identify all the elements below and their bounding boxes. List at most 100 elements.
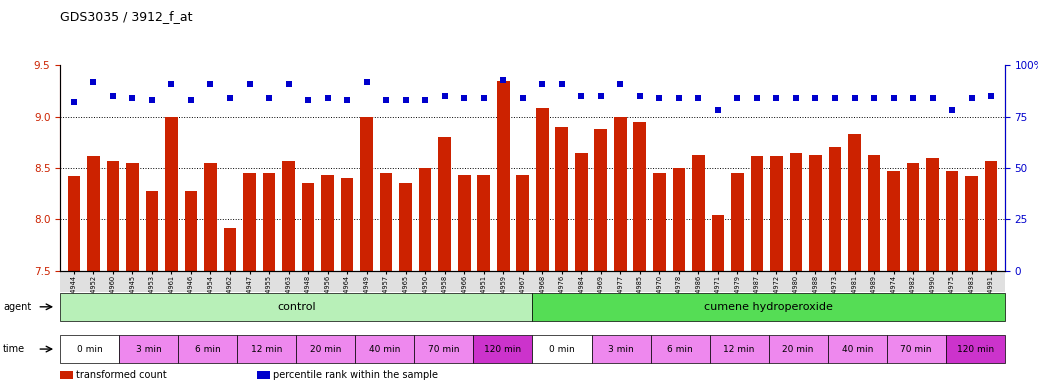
Bar [965, 176, 978, 271]
Point [222, 95, 239, 101]
Point [358, 79, 375, 85]
Text: 6 min: 6 min [195, 344, 221, 354]
Point [846, 95, 863, 101]
Bar [828, 147, 842, 271]
Point [398, 97, 414, 103]
Point [690, 95, 707, 101]
Bar [536, 108, 549, 271]
Bar [340, 178, 353, 271]
Bar [516, 175, 529, 271]
Bar [633, 122, 647, 271]
Bar [107, 161, 119, 271]
Text: 70 min: 70 min [429, 344, 460, 354]
Bar [595, 129, 607, 271]
Point [515, 95, 531, 101]
Text: 12 min: 12 min [723, 344, 755, 354]
Point [495, 76, 512, 83]
Bar [848, 134, 861, 271]
Text: 70 min: 70 min [901, 344, 932, 354]
Text: 3 min: 3 min [136, 344, 162, 354]
Bar [653, 173, 665, 271]
Bar [946, 171, 958, 271]
Point [241, 81, 257, 87]
Point [631, 93, 648, 99]
Text: 40 min: 40 min [842, 344, 873, 354]
Point [885, 95, 902, 101]
Bar [302, 184, 315, 271]
Text: control: control [277, 302, 316, 312]
Point [280, 81, 297, 87]
Point [143, 97, 160, 103]
Bar [575, 152, 588, 271]
Point [671, 95, 687, 101]
Bar [907, 163, 920, 271]
Point [475, 95, 492, 101]
Point [944, 108, 960, 114]
Bar [497, 81, 510, 271]
Point [593, 93, 609, 99]
Point [866, 95, 882, 101]
Bar [165, 117, 177, 271]
Bar [185, 190, 197, 271]
Point [300, 97, 317, 103]
Text: 120 min: 120 min [957, 344, 993, 354]
Point [456, 95, 472, 101]
Point [748, 95, 765, 101]
Point [905, 95, 922, 101]
Point [983, 93, 1000, 99]
Point [963, 95, 980, 101]
Point [826, 95, 843, 101]
Bar [400, 184, 412, 271]
Bar [321, 175, 334, 271]
Point [163, 81, 180, 87]
Point [378, 97, 394, 103]
Text: 120 min: 120 min [485, 344, 521, 354]
Bar [458, 175, 470, 271]
Bar [985, 161, 998, 271]
Point [261, 95, 277, 101]
Bar [418, 168, 432, 271]
Point [573, 93, 590, 99]
Bar [613, 117, 627, 271]
Bar [87, 156, 100, 271]
Bar [887, 171, 900, 271]
Text: 3 min: 3 min [608, 344, 634, 354]
Bar [731, 173, 744, 271]
Bar [790, 152, 802, 271]
Bar [67, 176, 80, 271]
Text: 20 min: 20 min [783, 344, 814, 354]
Point [183, 97, 199, 103]
Point [612, 81, 629, 87]
Bar [126, 163, 139, 271]
Point [417, 97, 434, 103]
Text: 12 min: 12 min [251, 344, 282, 354]
Bar [750, 156, 763, 271]
Point [788, 95, 804, 101]
Point [105, 93, 121, 99]
Text: time: time [3, 344, 25, 354]
Point [729, 95, 745, 101]
Point [534, 81, 550, 87]
Point [808, 95, 824, 101]
Text: 40 min: 40 min [370, 344, 401, 354]
Text: 0 min: 0 min [77, 344, 103, 354]
Point [553, 81, 570, 87]
Point [436, 93, 453, 99]
Bar [204, 163, 217, 271]
Point [338, 97, 355, 103]
Bar [263, 173, 275, 271]
Bar [360, 117, 373, 271]
Bar [555, 127, 568, 271]
Bar [926, 158, 939, 271]
Text: 0 min: 0 min [549, 344, 575, 354]
Point [202, 81, 219, 87]
Bar [692, 155, 705, 271]
Bar [477, 175, 490, 271]
Point [85, 79, 102, 85]
Bar [770, 156, 783, 271]
Point [710, 108, 727, 114]
Text: agent: agent [3, 302, 31, 312]
Bar [438, 137, 452, 271]
Text: percentile rank within the sample: percentile rank within the sample [273, 370, 438, 380]
Bar [673, 168, 685, 271]
